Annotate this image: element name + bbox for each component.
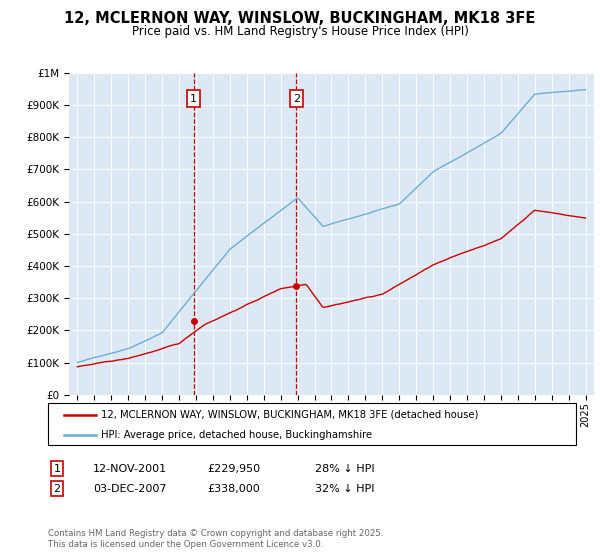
Text: 12, MCLERNON WAY, WINSLOW, BUCKINGHAM, MK18 3FE (detached house): 12, MCLERNON WAY, WINSLOW, BUCKINGHAM, M… <box>101 410 478 420</box>
Text: 28% ↓ HPI: 28% ↓ HPI <box>315 464 374 474</box>
Text: £338,000: £338,000 <box>207 484 260 494</box>
FancyBboxPatch shape <box>48 403 576 445</box>
Text: 12-NOV-2001: 12-NOV-2001 <box>93 464 167 474</box>
Text: Contains HM Land Registry data © Crown copyright and database right 2025.
This d: Contains HM Land Registry data © Crown c… <box>48 529 383 549</box>
Text: Price paid vs. HM Land Registry's House Price Index (HPI): Price paid vs. HM Land Registry's House … <box>131 25 469 38</box>
Text: £229,950: £229,950 <box>207 464 260 474</box>
Text: 2: 2 <box>53 484 61 494</box>
Text: 1: 1 <box>53 464 61 474</box>
Text: 32% ↓ HPI: 32% ↓ HPI <box>315 484 374 494</box>
Text: 03-DEC-2007: 03-DEC-2007 <box>93 484 167 494</box>
Text: HPI: Average price, detached house, Buckinghamshire: HPI: Average price, detached house, Buck… <box>101 430 372 440</box>
Text: 2: 2 <box>293 94 300 104</box>
Text: 12, MCLERNON WAY, WINSLOW, BUCKINGHAM, MK18 3FE: 12, MCLERNON WAY, WINSLOW, BUCKINGHAM, M… <box>64 11 536 26</box>
Text: 1: 1 <box>190 94 197 104</box>
